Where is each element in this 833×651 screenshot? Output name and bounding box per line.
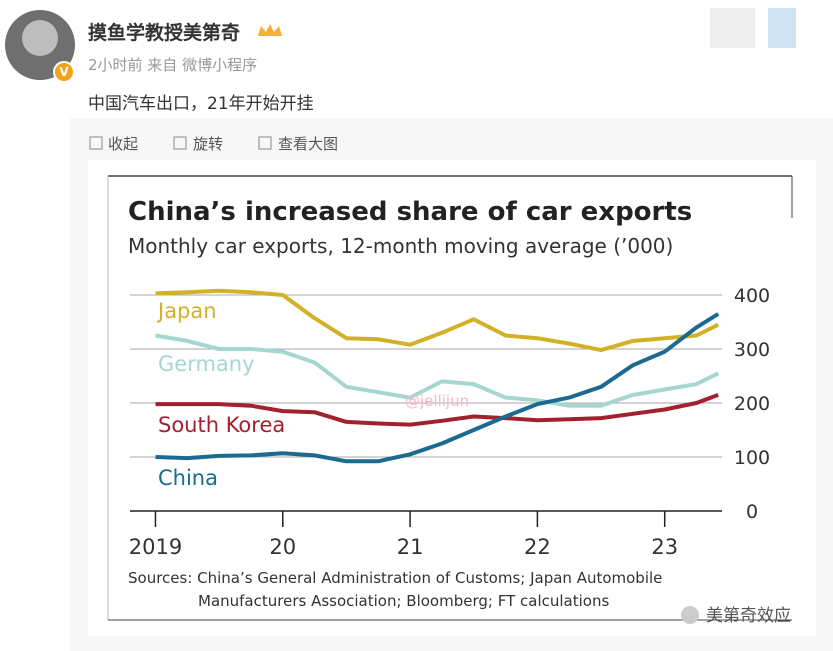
plot: 0 100 200 300 400 2019 20 21 22 23 Japan Germany Sou… (129, 285, 770, 559)
crown-icon (258, 24, 282, 36)
badge-v: V (59, 65, 69, 79)
series-label: South Korea (158, 413, 285, 437)
series-label: China (158, 466, 218, 490)
series-line (155, 393, 719, 427)
x-tick-label: 20 (269, 535, 296, 559)
series-line (155, 333, 720, 408)
series-label: Japan (156, 299, 217, 323)
wechat-icon (681, 606, 699, 624)
y-tick-label: 100 (734, 447, 770, 469)
action-view-large[interactable]: 查看大图 (278, 135, 338, 153)
source-note: Manufacturers Association; Bloomberg; FT… (198, 592, 609, 610)
x-tick-label: 21 (397, 535, 424, 559)
y-tick-label: 0 (746, 501, 758, 523)
post-text: 中国汽车出口，21年开始开挂 (88, 94, 314, 114)
y-tick-label: 400 (734, 285, 770, 307)
watermark: @jellijun (405, 392, 469, 410)
verified-badge (53, 61, 75, 83)
series-label: Germany (158, 352, 255, 376)
x-tick-label: 2019 (129, 535, 182, 559)
action-icon (89, 136, 103, 150)
y-tick-label: 300 (734, 339, 770, 361)
action-rotate[interactable]: 旋转 (193, 135, 223, 153)
x-tick-label: 23 (651, 535, 678, 559)
watermark: 美第奇效应 (706, 606, 791, 626)
y-tick-label: 200 (734, 393, 770, 415)
chart-subtitle: Monthly car exports, 12-month moving ave… (128, 234, 673, 258)
source-note: Sources: China’s General Administration … (128, 569, 662, 587)
series-line (155, 312, 720, 464)
blur-icon (710, 8, 755, 48)
author-name[interactable]: 摸鱼学教授美第奇 (88, 21, 240, 44)
action-icon (173, 136, 187, 150)
action-icon (258, 136, 272, 150)
action-collapse[interactable]: 收起 (108, 135, 138, 153)
series-line (155, 288, 720, 353)
post-meta: 2小时前 来自 微博小程序 (88, 56, 257, 74)
chart-title: China’s increased share of car exports (128, 197, 692, 227)
blur-icon (768, 8, 796, 48)
avatar-face (22, 20, 58, 56)
chart-image (88, 160, 816, 636)
x-tick-label: 22 (524, 535, 551, 559)
